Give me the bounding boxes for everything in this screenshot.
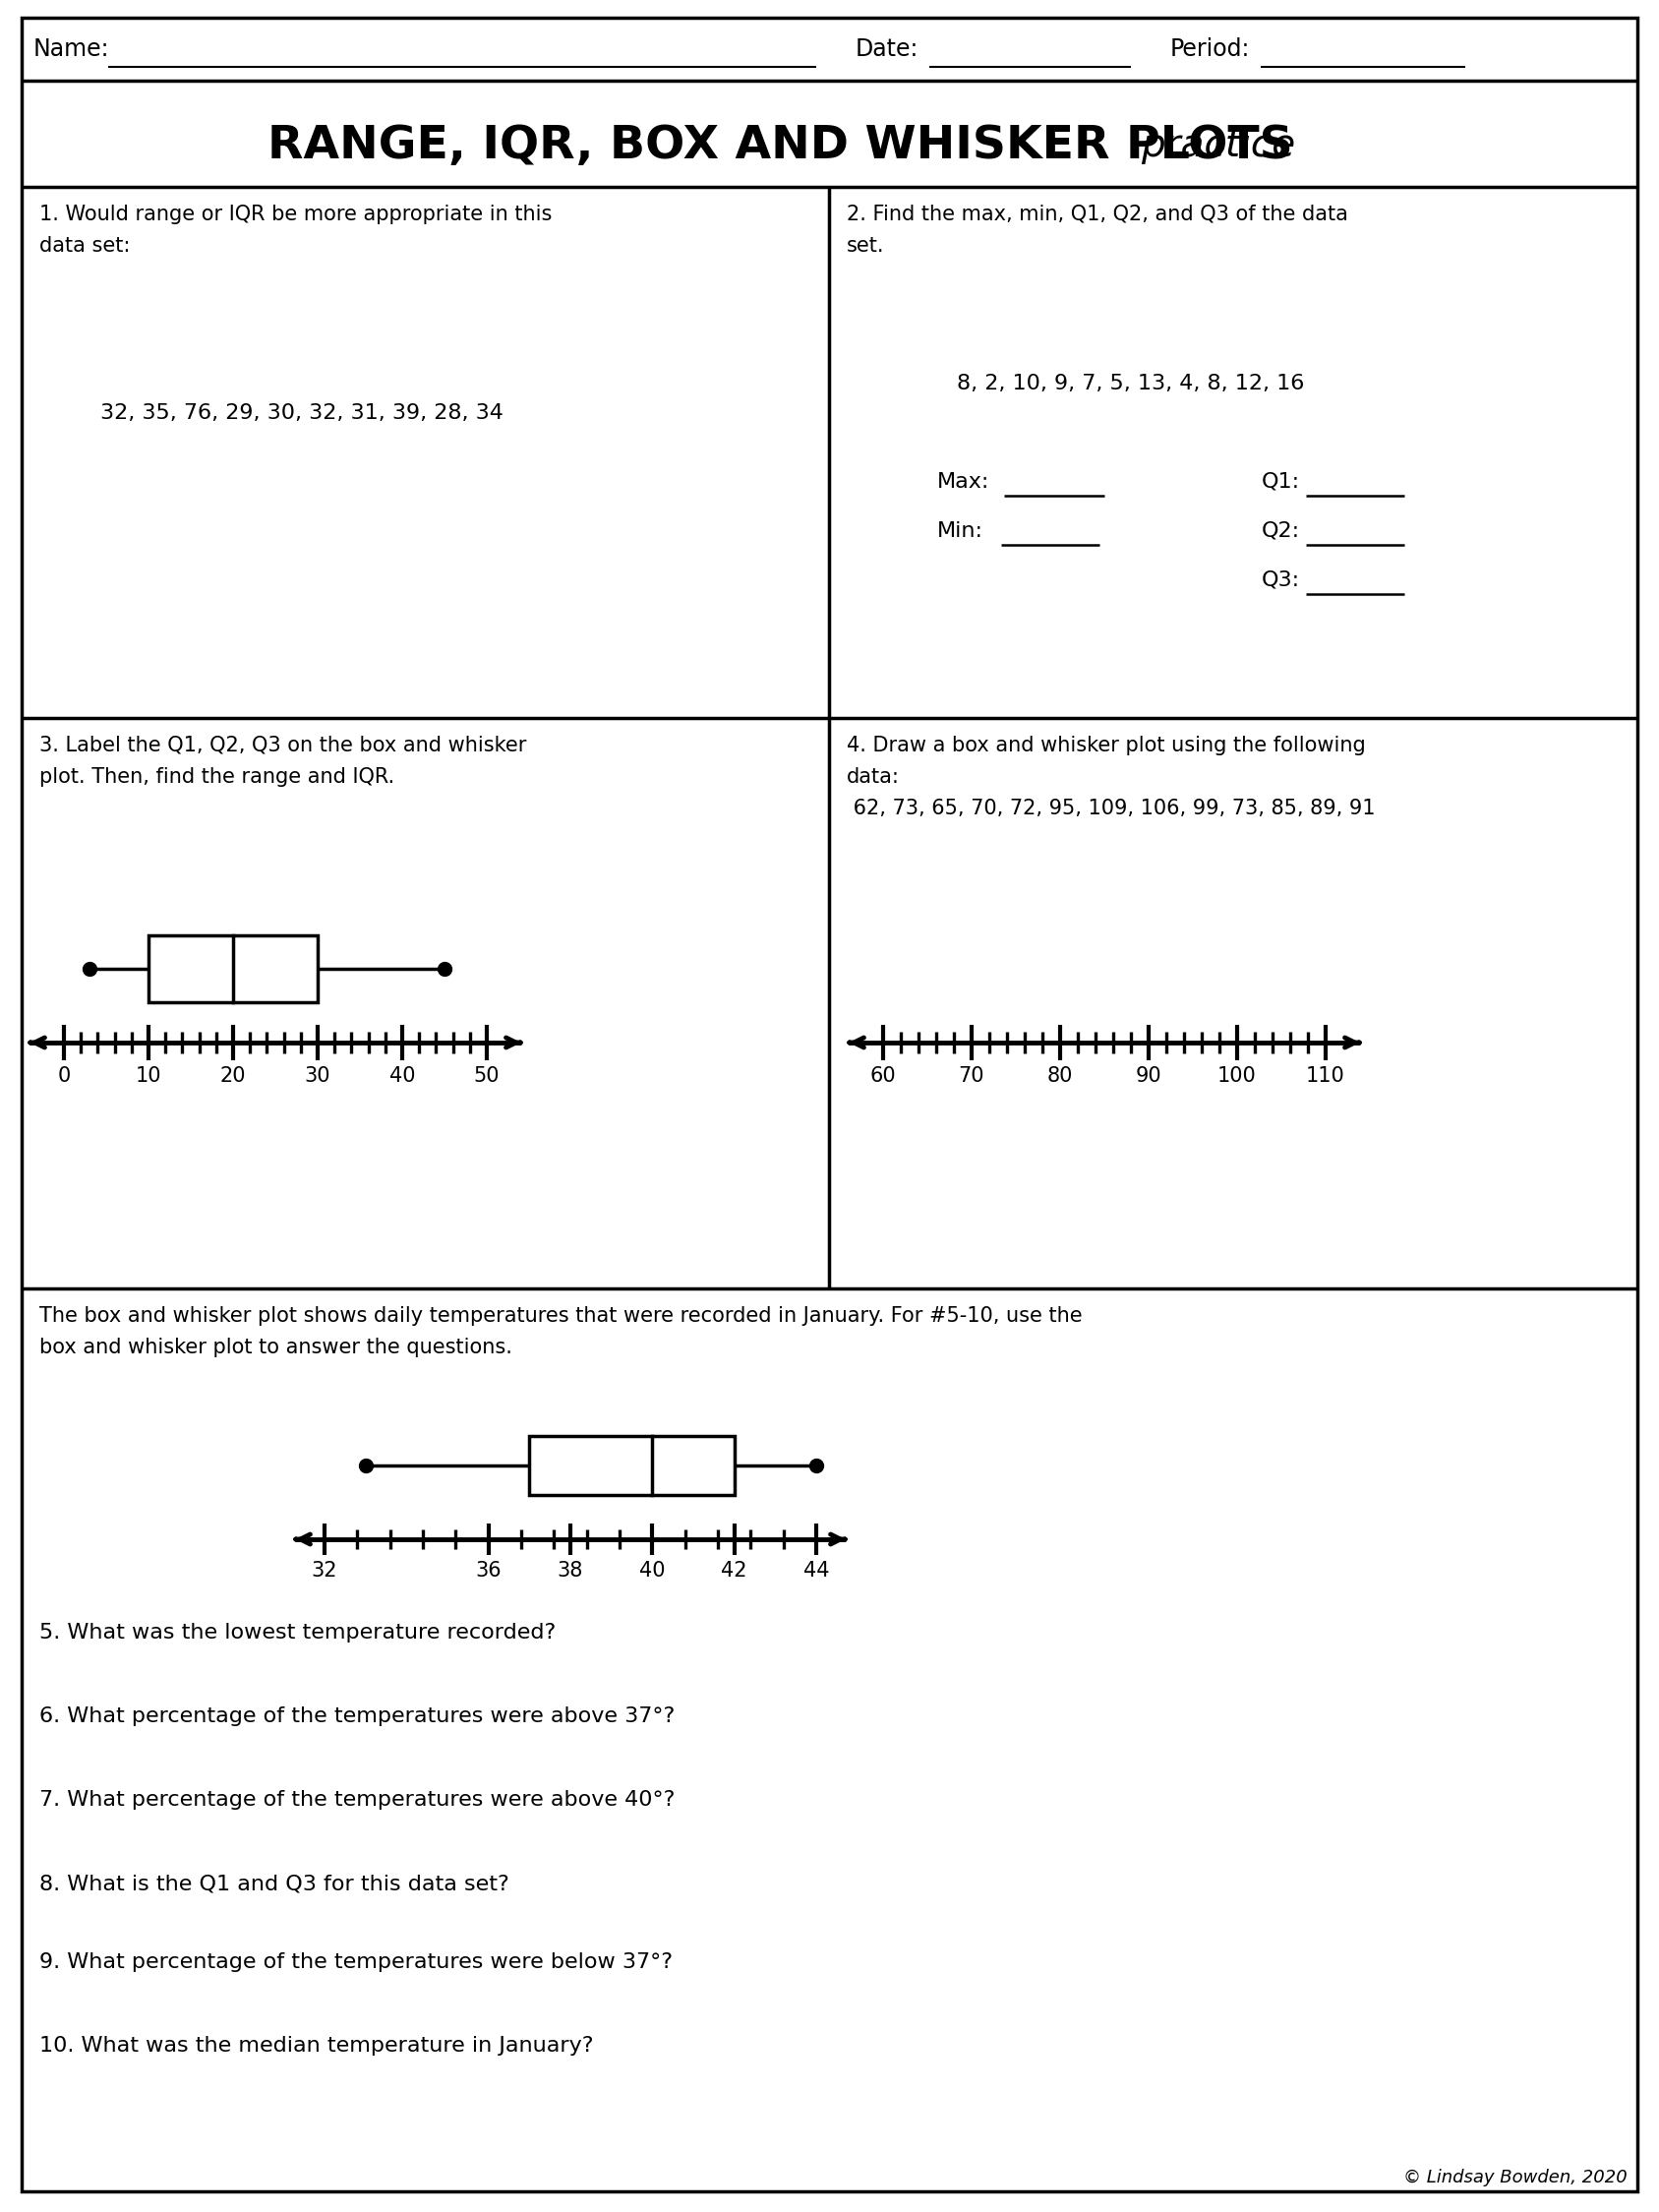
Text: 80: 80 bbox=[1047, 1066, 1073, 1086]
Text: 50: 50 bbox=[474, 1066, 499, 1086]
Text: Date:: Date: bbox=[856, 38, 919, 62]
Bar bbox=[529, 1436, 735, 1495]
Text: 4. Draw a box and whisker plot using the following: 4. Draw a box and whisker plot using the… bbox=[846, 737, 1365, 754]
Text: 38: 38 bbox=[557, 1562, 584, 1582]
Text: Max:: Max: bbox=[937, 471, 990, 491]
Text: 36: 36 bbox=[476, 1562, 501, 1582]
Text: RANGE, IQR, BOX AND WHISKER PLOTS: RANGE, IQR, BOX AND WHISKER PLOTS bbox=[267, 124, 1292, 168]
Text: Min:: Min: bbox=[937, 522, 984, 542]
Text: practice: practice bbox=[1141, 126, 1296, 164]
Text: Q3:: Q3: bbox=[1262, 571, 1301, 591]
Text: 9. What percentage of the temperatures were below 37°?: 9. What percentage of the temperatures w… bbox=[40, 1953, 672, 1973]
Text: 20: 20 bbox=[221, 1066, 246, 1086]
Text: 60: 60 bbox=[869, 1066, 896, 1086]
Text: The box and whisker plot shows daily temperatures that were recorded in January.: The box and whisker plot shows daily tem… bbox=[40, 1305, 1082, 1325]
Text: 70: 70 bbox=[959, 1066, 985, 1086]
Text: 30: 30 bbox=[305, 1066, 330, 1086]
Text: 10. What was the median temperature in January?: 10. What was the median temperature in J… bbox=[40, 2035, 594, 2055]
Text: data set:: data set: bbox=[40, 237, 129, 257]
Text: plot. Then, find the range and IQR.: plot. Then, find the range and IQR. bbox=[40, 768, 395, 787]
Text: 1. Would range or IQR be more appropriate in this: 1. Would range or IQR be more appropriat… bbox=[40, 204, 552, 223]
Text: 32: 32 bbox=[312, 1562, 337, 1582]
Text: 44: 44 bbox=[803, 1562, 830, 1582]
Text: 100: 100 bbox=[1218, 1066, 1256, 1086]
Text: 32, 35, 76, 29, 30, 32, 31, 39, 28, 34: 32, 35, 76, 29, 30, 32, 31, 39, 28, 34 bbox=[100, 403, 503, 422]
Text: 10: 10 bbox=[136, 1066, 161, 1086]
Bar bbox=[149, 936, 317, 1002]
Text: 110: 110 bbox=[1306, 1066, 1345, 1086]
Text: data:: data: bbox=[846, 768, 899, 787]
Text: 40: 40 bbox=[390, 1066, 415, 1086]
Text: Q2:: Q2: bbox=[1262, 522, 1301, 542]
Text: 8, 2, 10, 9, 7, 5, 13, 4, 8, 12, 16: 8, 2, 10, 9, 7, 5, 13, 4, 8, 12, 16 bbox=[957, 374, 1304, 394]
Text: © Lindsay Bowden, 2020: © Lindsay Bowden, 2020 bbox=[1404, 2168, 1627, 2185]
Text: box and whisker plot to answer the questions.: box and whisker plot to answer the quest… bbox=[40, 1338, 513, 1358]
Text: 5. What was the lowest temperature recorded?: 5. What was the lowest temperature recor… bbox=[40, 1624, 556, 1644]
Text: 8. What is the Q1 and Q3 for this data set?: 8. What is the Q1 and Q3 for this data s… bbox=[40, 1874, 509, 1893]
Text: Period:: Period: bbox=[1170, 38, 1251, 62]
Text: set.: set. bbox=[846, 237, 884, 257]
Text: 3. Label the Q1, Q2, Q3 on the box and whisker: 3. Label the Q1, Q2, Q3 on the box and w… bbox=[40, 737, 526, 754]
Text: 7. What percentage of the temperatures were above 40°?: 7. What percentage of the temperatures w… bbox=[40, 1790, 675, 1809]
Text: 90: 90 bbox=[1135, 1066, 1161, 1086]
Text: 2. Find the max, min, Q1, Q2, and Q3 of the data: 2. Find the max, min, Q1, Q2, and Q3 of … bbox=[846, 204, 1349, 223]
Text: 42: 42 bbox=[722, 1562, 747, 1582]
Text: Name:: Name: bbox=[33, 38, 109, 62]
Text: Q1:: Q1: bbox=[1262, 471, 1301, 491]
Text: 6. What percentage of the temperatures were above 37°?: 6. What percentage of the temperatures w… bbox=[40, 1705, 675, 1725]
Text: 0: 0 bbox=[58, 1066, 70, 1086]
Text: 40: 40 bbox=[639, 1562, 665, 1582]
Text: 62, 73, 65, 70, 72, 95, 109, 106, 99, 73, 85, 89, 91: 62, 73, 65, 70, 72, 95, 109, 106, 99, 73… bbox=[846, 799, 1375, 818]
